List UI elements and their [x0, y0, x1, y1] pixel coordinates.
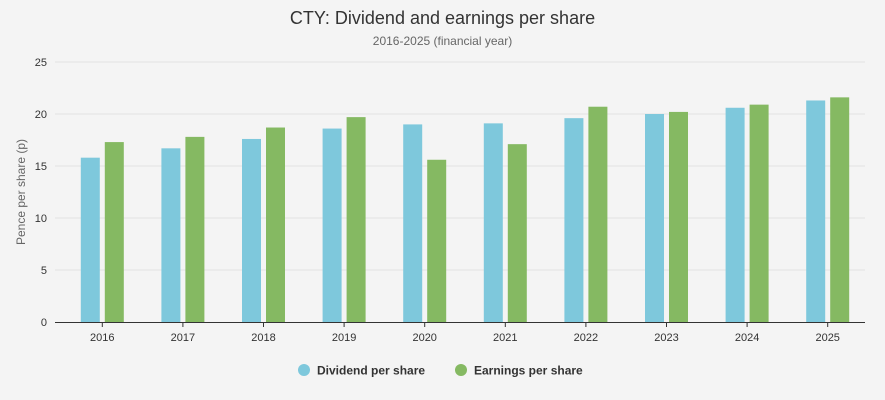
y-tick-label: 15	[35, 161, 47, 173]
y-tick-label: 20	[35, 109, 47, 121]
earnings-bar-2020	[427, 159, 447, 322]
x-tick-label: 2021	[493, 332, 517, 344]
legend: Dividend per share Earnings per share	[298, 364, 583, 378]
chart-subtitle: 2016-2025 (financial year)	[373, 34, 512, 48]
x-tick-label: 2022	[574, 332, 598, 344]
bars	[80, 97, 850, 323]
earnings-bar-2019	[346, 117, 366, 323]
legend-label[interactable]: Earnings per share	[474, 364, 583, 378]
chart-title: CTY: Dividend and earnings per share	[290, 8, 595, 28]
dividend-bar-2017	[161, 148, 181, 322]
y-tick-label: 0	[41, 317, 47, 329]
legend-marker	[455, 364, 467, 376]
x-tick-label: 2025	[815, 332, 839, 344]
x-tick-label: 2024	[735, 332, 759, 344]
y-tick-label: 5	[41, 265, 47, 277]
dividend-bar-2024	[725, 107, 745, 322]
y-axis-title: Pence per share (p)	[14, 139, 28, 245]
dividend-bar-2018	[242, 138, 261, 322]
legend-label[interactable]: Dividend per share	[317, 364, 425, 378]
dividend-bar-2020	[403, 124, 423, 323]
x-tick-label: 2020	[412, 332, 436, 344]
dividend-bar-2025	[806, 100, 826, 322]
dividend-bar-2021	[483, 123, 503, 322]
x-tick-label: 2023	[654, 332, 678, 344]
x-tick-label: 2017	[171, 332, 195, 344]
x-axis: 2016 2017 2018 2019 2020 2021 2022 2023 2024 2025	[90, 322, 840, 344]
earnings-bar-2016	[104, 142, 124, 322]
legend-marker	[298, 364, 310, 376]
dividend-bar-2023	[645, 114, 664, 322]
earnings-bar-2018	[266, 127, 285, 323]
earnings-bar-2024	[749, 104, 769, 322]
dividend-bar-2019	[322, 128, 342, 322]
earnings-bar-2021	[507, 144, 527, 322]
x-tick-label: 2018	[251, 332, 275, 344]
earnings-bar-2023	[669, 111, 688, 322]
earnings-bar-2022	[588, 106, 608, 322]
y-tick-label: 25	[35, 57, 47, 69]
earnings-bar-2025	[830, 97, 850, 322]
y-tick-label: 10	[35, 213, 47, 225]
earnings-bar-2017	[185, 136, 205, 322]
x-tick-label: 2016	[90, 332, 114, 344]
x-tick-label: 2019	[332, 332, 356, 344]
dividend-bar-2016	[80, 157, 100, 322]
dividend-bar-2022	[564, 118, 584, 322]
y-axis: 0 5 10 15 20 25	[35, 57, 47, 329]
